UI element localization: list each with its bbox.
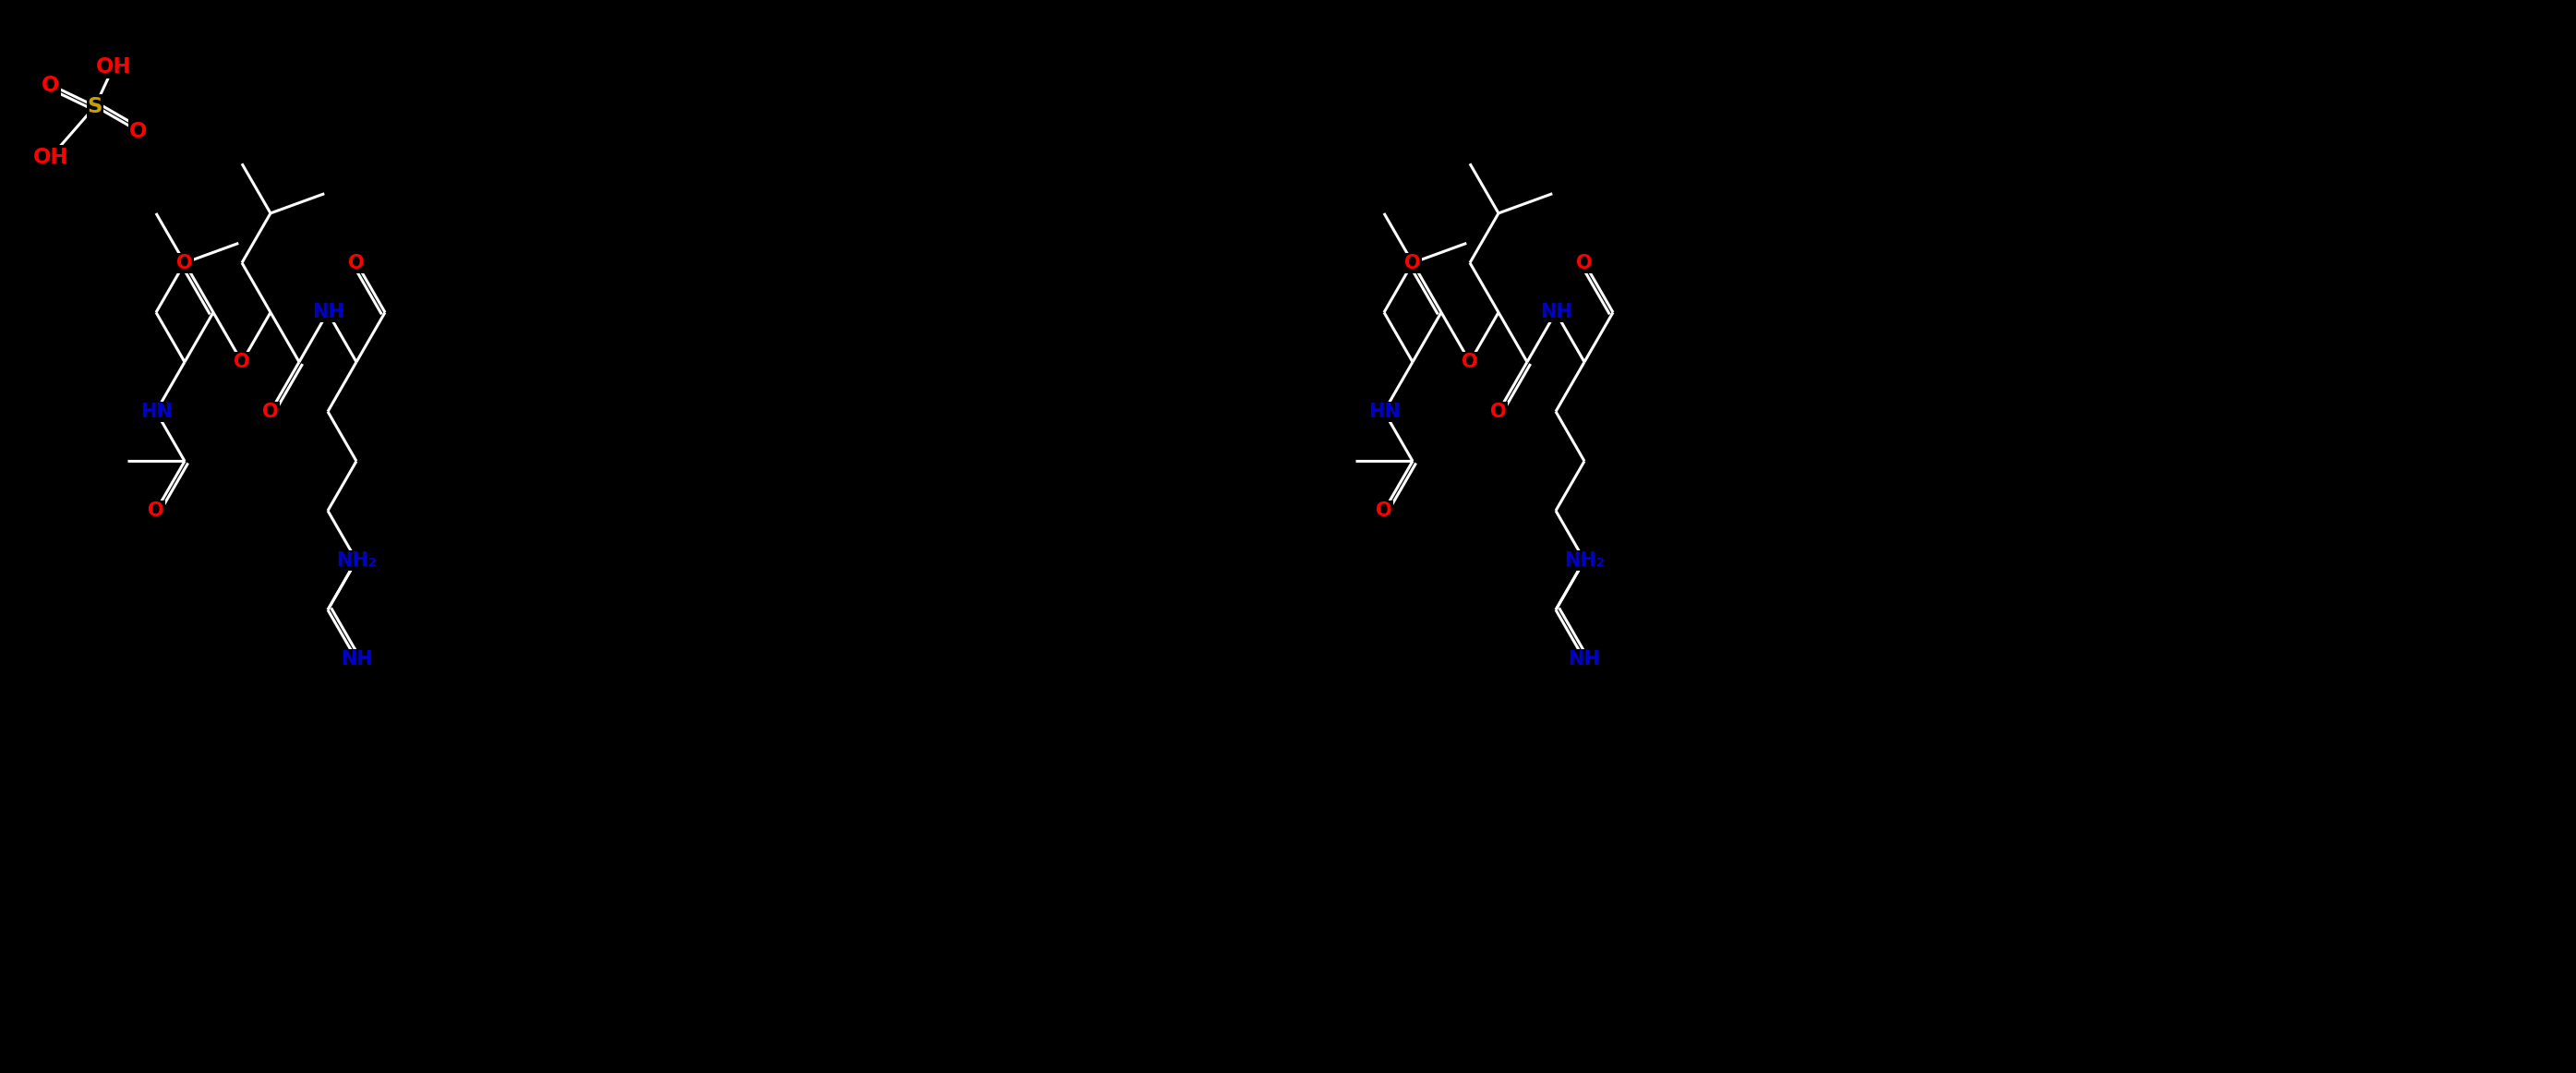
Text: O: O <box>129 120 147 142</box>
Text: O: O <box>234 353 250 371</box>
Text: O: O <box>1492 402 1507 421</box>
Text: HN: HN <box>1368 402 1401 421</box>
Text: S: S <box>88 95 103 117</box>
Text: O: O <box>147 501 165 520</box>
Text: OH: OH <box>95 56 131 77</box>
Text: NH: NH <box>340 650 374 668</box>
Text: O: O <box>263 402 278 421</box>
Text: O: O <box>1461 353 1479 371</box>
Text: O: O <box>348 253 366 273</box>
Text: NH₂: NH₂ <box>335 552 376 570</box>
Text: O: O <box>1577 253 1592 273</box>
Text: NH: NH <box>1569 552 1600 570</box>
Text: NH: NH <box>312 304 343 322</box>
Text: O: O <box>178 253 193 273</box>
Text: NH: NH <box>340 552 374 570</box>
Text: HN: HN <box>139 402 173 421</box>
Text: NH: NH <box>1569 650 1600 668</box>
Text: O: O <box>41 74 59 95</box>
Text: O: O <box>1376 501 1391 520</box>
Text: NH₂: NH₂ <box>1564 552 1605 570</box>
Text: NH: NH <box>1540 304 1571 322</box>
Text: OH: OH <box>33 146 70 167</box>
Text: O: O <box>1404 253 1422 273</box>
